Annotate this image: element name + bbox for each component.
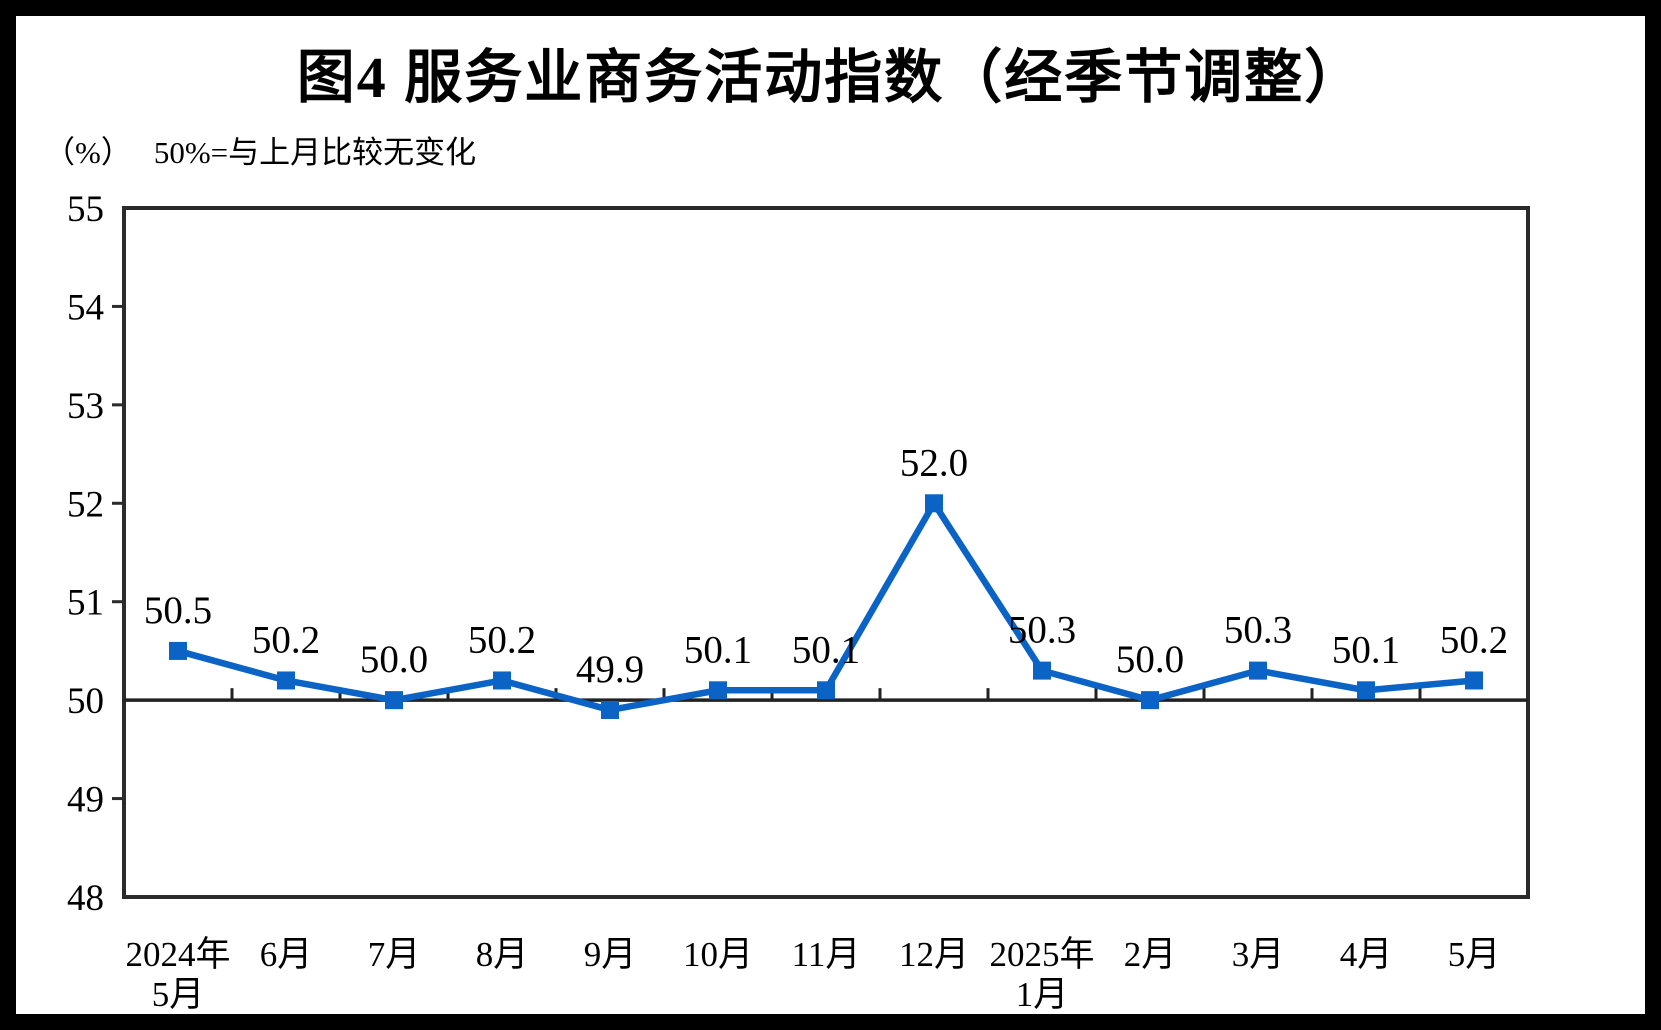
y-axis-tick-label: 49	[67, 780, 104, 821]
x-axis-tick-label: 2024年	[125, 935, 230, 974]
y-axis-tick-label: 48	[67, 878, 104, 919]
x-axis-tick-label: 2月	[1124, 935, 1177, 974]
data-point-label: 50.1	[684, 628, 752, 671]
x-axis-tick-label: 10月	[683, 935, 753, 974]
data-point-label: 50.5	[144, 589, 212, 632]
x-axis-tick-label: 2025年	[989, 935, 1094, 974]
data-point-marker	[601, 700, 619, 719]
data-point-label: 50.3	[1224, 609, 1292, 652]
x-axis-tick-label-line2: 1月	[1016, 975, 1069, 1014]
data-point-label: 50.0	[1116, 638, 1184, 681]
x-axis-tick-label: 5月	[1448, 935, 1501, 974]
data-point-label: 50.2	[1440, 618, 1508, 661]
data-point-label: 50.0	[360, 638, 428, 681]
data-point-marker	[1033, 661, 1051, 680]
x-axis-tick-label: 8月	[476, 935, 529, 974]
x-axis-tick-label-line2: 5月	[152, 975, 205, 1014]
y-axis-tick-label: 50	[67, 681, 104, 722]
y-axis-tick-label: 53	[67, 386, 104, 427]
data-point-label: 50.2	[252, 618, 320, 661]
data-point-marker	[1249, 661, 1267, 680]
data-point-label: 52.0	[900, 441, 968, 484]
data-point-marker	[1357, 681, 1375, 700]
x-axis-tick-label: 12月	[899, 935, 969, 974]
data-point-label: 50.2	[468, 618, 536, 661]
baseline-note: 50%=与上月比较无变化	[153, 135, 477, 170]
y-axis-tick-label: 52	[67, 484, 104, 525]
data-point-marker	[817, 681, 835, 700]
data-point-marker	[925, 494, 943, 513]
x-axis-tick-label: 7月	[368, 935, 421, 974]
y-axis-unit-label: （%）	[44, 135, 132, 170]
data-point-label: 50.1	[1332, 628, 1400, 671]
data-point-marker	[1141, 691, 1159, 710]
axis-unit-note: （%） 50%=与上月比较无变化	[44, 127, 476, 172]
data-point-label: 50.1	[792, 628, 860, 671]
y-axis-tick-label: 55	[67, 189, 104, 230]
data-point-label: 49.9	[576, 648, 644, 691]
chart-title: 图4 服务业商务活动指数（经季节调整）	[296, 45, 1365, 110]
data-point-marker	[1465, 671, 1483, 690]
x-axis-tick-label: 4月	[1340, 935, 1393, 974]
plot-frame	[122, 206, 1530, 899]
y-axis-tick-label: 51	[67, 583, 104, 624]
data-point-marker	[385, 691, 403, 710]
x-axis-tick-label: 6月	[260, 935, 313, 974]
y-axis-tick-label: 54	[67, 287, 104, 328]
x-axis-tick-label: 9月	[584, 935, 637, 974]
x-axis-tick-label: 11月	[792, 935, 861, 974]
data-point-label: 50.3	[1008, 609, 1076, 652]
data-point-marker	[169, 641, 187, 660]
x-axis-tick-label: 3月	[1232, 935, 1285, 974]
data-point-marker	[709, 681, 727, 700]
data-point-marker	[277, 671, 295, 690]
data-point-marker	[493, 671, 511, 690]
